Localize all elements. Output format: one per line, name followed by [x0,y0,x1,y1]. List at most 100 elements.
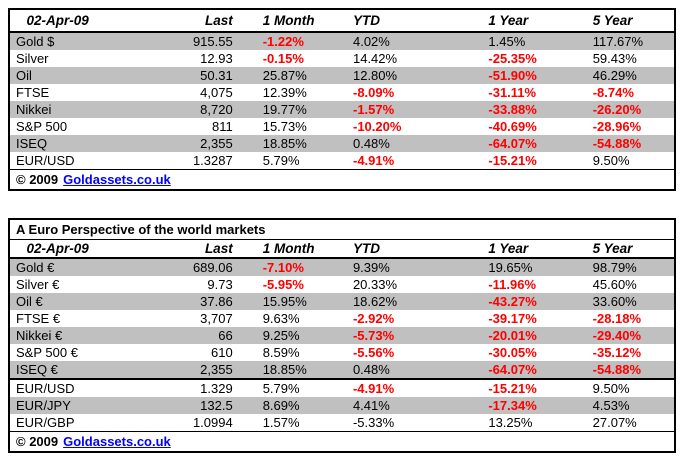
euro-table-header: A Euro Perspective of the world markets … [9,219,675,259]
value-cell: 1.57% [262,415,300,430]
value-cell: 4.02% [352,34,390,49]
value-cell: 18.85% [262,136,307,151]
value-cell: -20.01% [488,328,537,343]
column-header-5-year: 5 Year [582,9,675,33]
value-cell: -5.95% [262,277,304,292]
value-cell: 1.45% [488,34,526,49]
instrument-name: Oil € [16,294,43,309]
value-cell: 689.06 [192,260,233,275]
value-cell: -4.91% [352,153,395,168]
value-cell: 9.50% [582,378,675,397]
value-cell: -31.11% [488,85,537,100]
instrument-name: Nikkei € [16,328,63,343]
value-cell: 117.67% [592,34,644,49]
value-cell: -5.56% [352,345,395,360]
table-row: S&P 500 € 610 8.59% -5.56% -30.05% -35.12% [9,344,675,361]
column-header-1-year: 1 Year [478,239,583,259]
table-row: Nikkei 8,720 19.77% -1.57% -33.88% -26.20% [9,101,675,118]
footer-row: © 2009 Goldassets.co.uk [9,431,675,452]
footer-cell: © 2009 Goldassets.co.uk [9,169,675,190]
value-cell: 66 [218,328,233,343]
column-header-last: Last [105,239,253,259]
value-cell: 25.87% [262,68,307,83]
table-row: FTSE 4,075 12.39% -8.09% -31.11% -8.74% [9,84,675,101]
instrument-name: ISEQ [16,136,48,151]
value-cell: -5.73% [352,328,395,343]
goldassets-link[interactable]: Goldassets.co.uk [63,434,171,449]
value-cell: 5.79% [252,378,343,397]
instrument-name: Silver € [16,277,60,292]
value-cell: 1.3287 [192,153,233,168]
usd-markets-table: 02-Apr-09 Last 1 Month YTD 1 Year 5 Year Gold… [8,8,676,191]
value-cell: 18.85% [262,362,307,377]
table-row: EUR/GBP 1.0994 1.57% -5.33% 13.25% 27.07% [9,414,675,432]
value-cell: 2,355 [200,136,233,151]
value-cell: 9.73 [207,277,233,292]
table-row: EUR/JPY 132.5 8.69% 4.41% -17.34% 4.53% [9,397,675,414]
column-header-02-apr-09: 02-Apr-09 [9,239,106,259]
value-cell: 9.39% [352,260,390,275]
instrument-name: Gold € [16,260,55,275]
value-cell: -54.88% [592,362,642,377]
value-cell: 8.59% [262,345,300,360]
value-cell: -11.96% [488,277,537,292]
value-cell: 5.79% [262,153,300,168]
goldassets-link[interactable]: Goldassets.co.uk [63,172,171,187]
usd-table-body: Gold $915.55 -1.22% 4.02% 1.45% 117.67% Silve… [9,32,675,170]
value-cell: -25.35% [488,51,537,66]
value-cell: 12.80% [352,68,398,83]
value-cell: -43.27% [488,294,537,309]
value-cell: -39.17% [488,311,537,326]
value-cell: -29.40% [592,328,642,343]
value-cell: 1.0994 [192,415,233,430]
value-cell: 0.48% [352,362,390,377]
column-header-1-month: 1 Month [252,239,343,259]
euro-table-body: Gold €689.06 -7.10% 9.39% 19.65% 98.79% Silve… [9,258,675,432]
value-cell: 98.79% [592,260,637,275]
table-row: EUR/USD 1.329 5.79% -4.91% -15.21% 9.50% [9,378,675,397]
table-row: Gold $ 915.55 -1.22% 4.02% 1.45% 117.67% [9,32,675,50]
value-cell: -8.74% [592,85,634,100]
column-header-5-year: 5 Year [582,239,675,259]
value-cell: -28.96% [592,119,642,134]
table-row: Nikkei € 66 9.25% -5.73% -20.01% -29.40% [9,327,675,344]
value-cell: -1.22% [262,34,304,49]
instrument-name: FTSE [16,85,50,100]
value-cell: 3,707 [200,311,233,326]
euro-markets-table: A Euro Perspective of the world markets … [8,218,676,453]
value-cell: -64.07% [488,362,537,377]
value-cell: -30.05% [488,345,537,360]
header-row: 02-Apr-09 Last 1 Month YTD 1 Year 5 Year [9,9,675,33]
value-cell: 12.39% [262,85,307,100]
value-cell: 19.65% [488,260,533,275]
instrument-name: EUR/GBP [16,415,75,430]
instrument-name: S&P 500 € [16,345,78,360]
value-cell: 9.25% [262,328,300,343]
instrument-name: FTSE € [16,311,61,326]
value-cell: 27.07% [592,415,637,430]
table-row: S&P 500 811 15.73% -10.20% -40.69% -28.96% [9,118,675,135]
value-cell: -2.92% [352,311,395,326]
value-cell: 59.43% [592,51,637,66]
value-cell: 18.62% [352,294,398,309]
instrument-name: EUR/USD [16,153,75,168]
instrument-name: EUR/JPY [16,398,71,413]
value-cell: 8,720 [200,102,233,117]
value-cell: 0.48% [352,136,390,151]
instrument-name: S&P 500 [16,119,68,134]
value-cell: 14.42% [352,51,398,66]
column-header-last: Last [105,9,253,33]
table-row: ISEQ 2,355 18.85% 0.48% -64.07% -54.88% [9,135,675,152]
usd-table-header: 02-Apr-09 Last 1 Month YTD 1 Year 5 Year [9,9,675,33]
column-header-ytd: YTD [342,9,479,33]
table-row: ISEQ € 2,355 18.85% 0.48% -64.07% -54.88% [9,361,675,379]
value-cell: 132.5 [200,398,233,413]
value-cell: 13.25% [488,415,533,430]
value-cell: -17.34% [488,398,537,413]
table-title: A Euro Perspective of the world markets [9,219,675,240]
table-row: Silver € 9.73 -5.95% 20.33% -11.96% 45.60% [9,276,675,293]
header-row: 02-Apr-09 Last 1 Month YTD 1 Year 5 Year [9,239,675,259]
value-cell: 811 [211,119,233,134]
value-cell: 12.93 [200,51,233,66]
